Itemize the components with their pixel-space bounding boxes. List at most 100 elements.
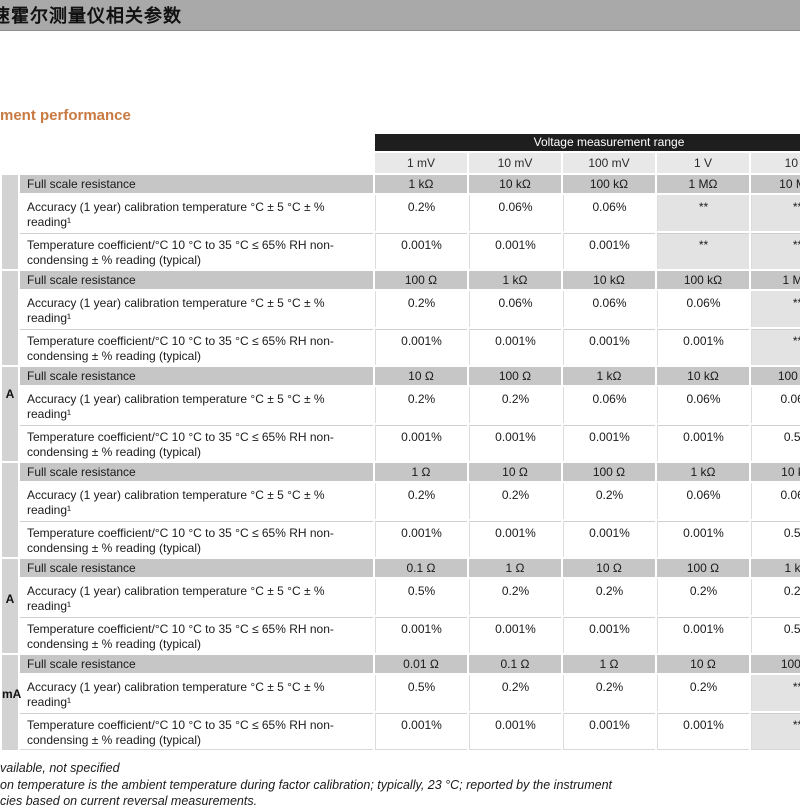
col-header-1v: 1 V [657,153,749,173]
cell: 0.06% [563,387,655,423]
table-row: Temperature coefficient/°C 10 °C to 35 °… [2,713,800,750]
cell: 0.5% [375,579,467,615]
cell: 10 Ω [563,559,655,577]
table-row: A Full scale resistance 0.1 Ω 1 Ω 10 Ω 1… [2,559,800,653]
cell: 0.001% [469,521,561,557]
table-row: Temperature coefficient/°C 10 °C to 35 °… [2,233,800,269]
row-label-accuracy: Accuracy (1 year) calibration temperatur… [20,291,373,327]
section-heading: ment performance [0,107,131,124]
cell: 0.001% [657,329,749,365]
footnotes: vailable, not specified on temperature i… [0,760,800,810]
cell: 0.001% [563,617,655,653]
cell: 0.06% [469,291,561,327]
cell: 1 kΩ [375,175,467,193]
col-header-1mv: 1 mV [375,153,467,173]
col-header-10v: 10 V [751,153,800,173]
cell: 100 kΩ [563,175,655,193]
cell: 0.06% [563,291,655,327]
cell: 0.2% [657,579,749,615]
cell: 0.5% [751,521,800,557]
table-row: Temperature coefficient/°C 10 °C to 35 °… [2,521,800,557]
cell: 0.06% [657,291,749,327]
row-label-accuracy: Accuracy (1 year) calibration temperatur… [20,579,373,615]
cell: 0.2% [375,291,467,327]
row-label-full-scale: Full scale resistance [20,559,373,577]
cell: 0.2% [375,387,467,423]
cell: 10 kΩ [657,367,749,385]
cell: 100 Ω [469,367,561,385]
cell: 0.001% [563,425,655,461]
table-row: Accuracy (1 year) calibration temperatur… [2,675,800,711]
cell: 0.06% [751,387,800,423]
cell: ** [751,233,800,269]
cell: 1 Ω [469,559,561,577]
row-label-full-scale: Full scale resistance [20,463,373,481]
table-row: Accuracy (1 year) calibration temperatur… [2,387,800,423]
cell: ** [751,329,800,365]
cell: 10 MΩ [751,175,800,193]
footnote-line: vailable, not specified [0,761,120,775]
table-row: Accuracy (1 year) calibration temperatur… [2,483,800,519]
table-row: A Full scale resistance 10 Ω 100 Ω 1 kΩ … [2,367,800,461]
header-spacer [2,153,373,173]
cell: 0.001% [375,329,467,365]
row-label-full-scale: Full scale resistance [20,655,373,673]
cell: 100 kΩ [751,367,800,385]
row-label-temp-coeff: Temperature coefficient/°C 10 °C to 35 °… [20,233,373,269]
current-range-cell [2,175,18,269]
cell: 1 MΩ [751,271,800,289]
cell: 0.2% [657,675,749,711]
cell: 0.001% [375,713,467,750]
table-banner: Voltage measurement range [375,134,800,151]
cell: 0.001% [657,425,749,461]
cell: 0.001% [469,329,561,365]
measurement-performance-table: Voltage measurement range 1 mV 10 mV 100… [0,132,800,752]
row-label-full-scale: Full scale resistance [20,175,373,193]
cell: 10 kΩ [563,271,655,289]
cell: 0.01 Ω [375,655,467,673]
spec-table-container: Voltage measurement range 1 mV 10 mV 100… [0,132,800,752]
cell: 0.5% [375,675,467,711]
cell: 0.001% [657,521,749,557]
row-label-temp-coeff: Temperature coefficient/°C 10 °C to 35 °… [20,521,373,557]
cell: 0.001% [469,713,561,750]
cell: 10 Ω [469,463,561,481]
cell: ** [657,233,749,269]
cell: 0.06% [563,195,655,231]
row-label-full-scale: Full scale resistance [20,367,373,385]
cell: 0.2% [469,387,561,423]
cell: 0.2% [563,579,655,615]
table-row: mA Full scale resistance 0.01 Ω 0.1 Ω 1 … [2,655,800,750]
cell: 0.5% [751,617,800,653]
current-range-label: A [5,387,15,401]
col-header-100mv: 100 mV [563,153,655,173]
cell: ** [751,713,800,750]
table-row: Temperature coefficient/°C 10 °C to 35 °… [2,617,800,653]
cell: 1 kΩ [563,367,655,385]
cell: 1 MΩ [657,175,749,193]
cell: 100 Ω [657,559,749,577]
cell: 1 kΩ [751,559,800,577]
row-label-full-scale: Full scale resistance [20,271,373,289]
cell: 100 kΩ [657,271,749,289]
table-row: Accuracy (1 year) calibration temperatur… [2,579,800,615]
cell: 0.2% [469,579,561,615]
table-row: Full scale resistance 1 Ω 10 Ω 100 Ω 1 k… [2,463,800,557]
current-range-label: mA [2,686,22,701]
table-row: Temperature coefficient/°C 10 °C to 35 °… [2,425,800,461]
row-label-temp-coeff: Temperature coefficient/°C 10 °C to 35 °… [20,425,373,461]
cell: ** [751,195,800,231]
current-range-cell: A [2,367,18,461]
cell: 100 Ω [751,655,800,673]
cell: 0.06% [751,483,800,519]
cell: 0.2% [375,483,467,519]
cell: 0.1 Ω [375,559,467,577]
row-label-temp-coeff: Temperature coefficient/°C 10 °C to 35 °… [20,617,373,653]
table-row: Accuracy (1 year) calibration temperatur… [2,195,800,231]
cell: 0.2% [469,483,561,519]
cell: 0.1 Ω [469,655,561,673]
page-title: 速霍尔测量仪相关参数 [0,6,182,26]
cell: 0.2% [751,579,800,615]
cell: 0.06% [657,483,749,519]
cell: 0.06% [657,387,749,423]
